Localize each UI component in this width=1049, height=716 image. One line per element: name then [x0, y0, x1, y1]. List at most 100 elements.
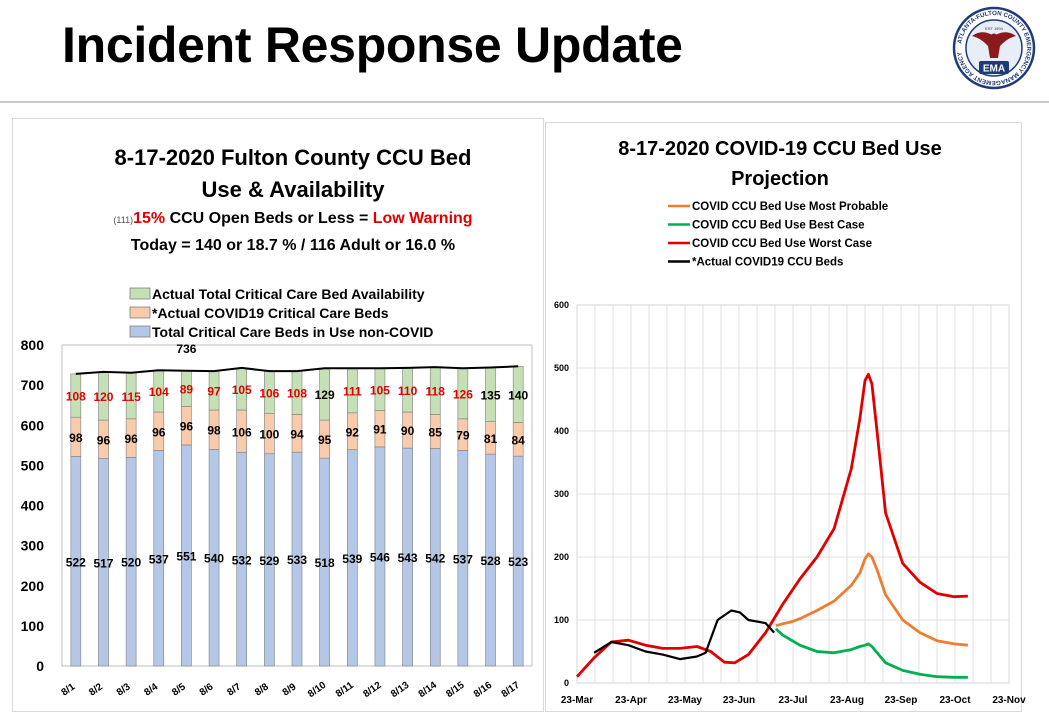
- bar-label-availability: 105: [370, 383, 390, 397]
- left-legend-label: Actual Total Critical Care Bed Availabil…: [152, 286, 425, 302]
- bar-label-availability: 104: [149, 385, 169, 399]
- bar-label-availability: 115: [121, 390, 141, 404]
- bar-label-covid: 98: [207, 424, 221, 438]
- left-legend-swatch: [129, 325, 151, 338]
- bar-label-covid: 100: [259, 428, 279, 442]
- left-x-tick-label: 8/7: [225, 681, 243, 698]
- bar-label-noncovid: 546: [370, 550, 390, 564]
- left-x-tick-label: 8/17: [500, 680, 523, 700]
- bar-label-availability: 105: [232, 383, 252, 397]
- warning-pct: 15%: [133, 210, 166, 227]
- right-legend-label: COVID CCU Bed Use Worst Case: [692, 238, 872, 250]
- eagle-icon: [972, 32, 1016, 58]
- bar-label-covid: 79: [456, 429, 470, 443]
- warning-text: CCU Open Beds or Less =: [165, 210, 373, 227]
- bar-label-noncovid: 537: [453, 552, 473, 566]
- right-legend-label: COVID CCU Bed Use Most Probable: [692, 201, 888, 213]
- logo-abbr: EMA: [983, 64, 1005, 75]
- bar-label-availability: 118: [426, 385, 446, 399]
- page-title: Incident Response Update: [62, 17, 683, 73]
- bar-label-availability: 106: [259, 386, 279, 400]
- bar-label-covid: 85: [429, 425, 443, 439]
- bar-label-noncovid: 529: [259, 554, 279, 568]
- left-y-tick-label: 400: [21, 498, 45, 514]
- bar-label-noncovid: 518: [315, 556, 335, 570]
- left-x-tick-label: 8/16: [472, 680, 495, 700]
- logo-est: EST 1994: [985, 26, 1003, 31]
- bar-label-availability: 111: [343, 385, 362, 399]
- bar-label-covid: 96: [180, 420, 194, 434]
- projection-line: [593, 609, 775, 661]
- bar-label-availability: 126: [453, 388, 473, 402]
- warning-prefix: (111): [113, 215, 134, 225]
- left-legend-label: Total Critical Care Beds in Use non-COVI…: [152, 324, 433, 340]
- left-legend-swatch: [129, 306, 151, 319]
- right-legend-label: *Actual COVID19 CCU Beds: [692, 257, 843, 269]
- bar-label-covid: 95: [318, 433, 332, 447]
- bar-label-noncovid: 533: [287, 553, 307, 567]
- bar-label-covid: 94: [290, 427, 304, 441]
- left-y-tick-label: 100: [21, 618, 45, 634]
- right-x-tick-label: 23-Jul: [779, 695, 808, 706]
- ema-logo: ATLANTA-FULTON COUNTY EMERGENCY MANAGEME…: [952, 6, 1036, 90]
- left-y-tick-label: 800: [21, 337, 45, 353]
- bar-label-noncovid: 551: [176, 549, 196, 563]
- right-y-tick-label: 500: [554, 363, 569, 373]
- left-legend-label: *Actual COVID19 Critical Care Beds: [152, 305, 389, 321]
- right-x-tick-label: 23-May: [668, 695, 702, 706]
- bar-label-covid: 91: [373, 423, 387, 437]
- left-y-tick-label: 700: [21, 377, 45, 393]
- right-x-tick-label: 23-Jun: [723, 695, 755, 706]
- today-line: Today = 140 or 18.7 % / 116 Adult or 16.…: [130, 237, 456, 254]
- title-divider: [0, 101, 1049, 103]
- bar-label-availability: 89: [180, 383, 194, 397]
- total-line-label: 736: [176, 342, 196, 356]
- right-legend-label: COVID CCU Bed Use Best Case: [692, 220, 865, 232]
- right-y-tick-label: 400: [554, 426, 569, 436]
- left-x-tick-label: 8/2: [87, 681, 105, 698]
- left-x-tick-label: 8/5: [170, 681, 188, 698]
- right-y-tick-label: 200: [554, 552, 569, 562]
- bar-label-availability: 140: [508, 388, 528, 402]
- right-x-tick-label: 23-Nov: [992, 695, 1026, 706]
- left-x-tick-label: 8/15: [444, 680, 467, 700]
- left-y-tick-label: 600: [21, 417, 45, 433]
- total-beds-line: [75, 365, 519, 375]
- left-x-tick-label: 8/1: [60, 681, 78, 698]
- projection-line: [774, 627, 968, 679]
- bar-label-covid: 84: [511, 433, 525, 447]
- bar-label-noncovid: 532: [232, 553, 252, 567]
- left-x-tick-label: 8/11: [334, 680, 356, 700]
- bar-label-availability: 110: [398, 384, 418, 398]
- warning-level: Low Warning: [372, 210, 473, 227]
- left-chart-title-line1: 8-17-2020 Fulton County CCU Bed: [114, 145, 472, 170]
- right-y-tick-label: 100: [554, 615, 569, 625]
- left-x-tick-label: 8/14: [417, 680, 440, 700]
- bar-label-noncovid: 523: [508, 555, 528, 569]
- projection-line: [775, 552, 969, 647]
- bar-label-covid: 90: [401, 424, 415, 438]
- right-x-tick-label: 23-Oct: [939, 695, 971, 706]
- left-y-tick-label: 300: [21, 538, 45, 554]
- bar-label-noncovid: 522: [66, 555, 86, 569]
- bar-label-covid: 96: [124, 432, 138, 446]
- bar-label-noncovid: 539: [342, 552, 362, 566]
- right-x-tick-label: 23-Mar: [561, 695, 593, 706]
- right-x-tick-label: 23-Sep: [885, 695, 918, 706]
- left-y-tick-label: 0: [36, 658, 44, 674]
- bar-label-covid: 92: [346, 425, 360, 439]
- bar-label-noncovid: 520: [121, 556, 141, 570]
- left-x-tick-label: 8/10: [306, 680, 329, 700]
- bar-label-covid: 81: [484, 432, 498, 446]
- left-x-tick-label: 8/6: [198, 681, 216, 698]
- right-x-tick-label: 23-Aug: [830, 695, 864, 706]
- bar-label-covid: 96: [152, 425, 166, 439]
- left-x-tick-label: 8/8: [253, 681, 271, 698]
- bar-label-noncovid: 528: [481, 554, 501, 568]
- left-legend-swatch: [129, 287, 151, 300]
- left-y-tick-label: 500: [21, 457, 45, 473]
- left-x-tick-label: 8/4: [142, 681, 160, 698]
- right-chart-title-line2: Projection: [731, 168, 829, 190]
- left-chart-title-line2: Use & Availability: [201, 177, 385, 202]
